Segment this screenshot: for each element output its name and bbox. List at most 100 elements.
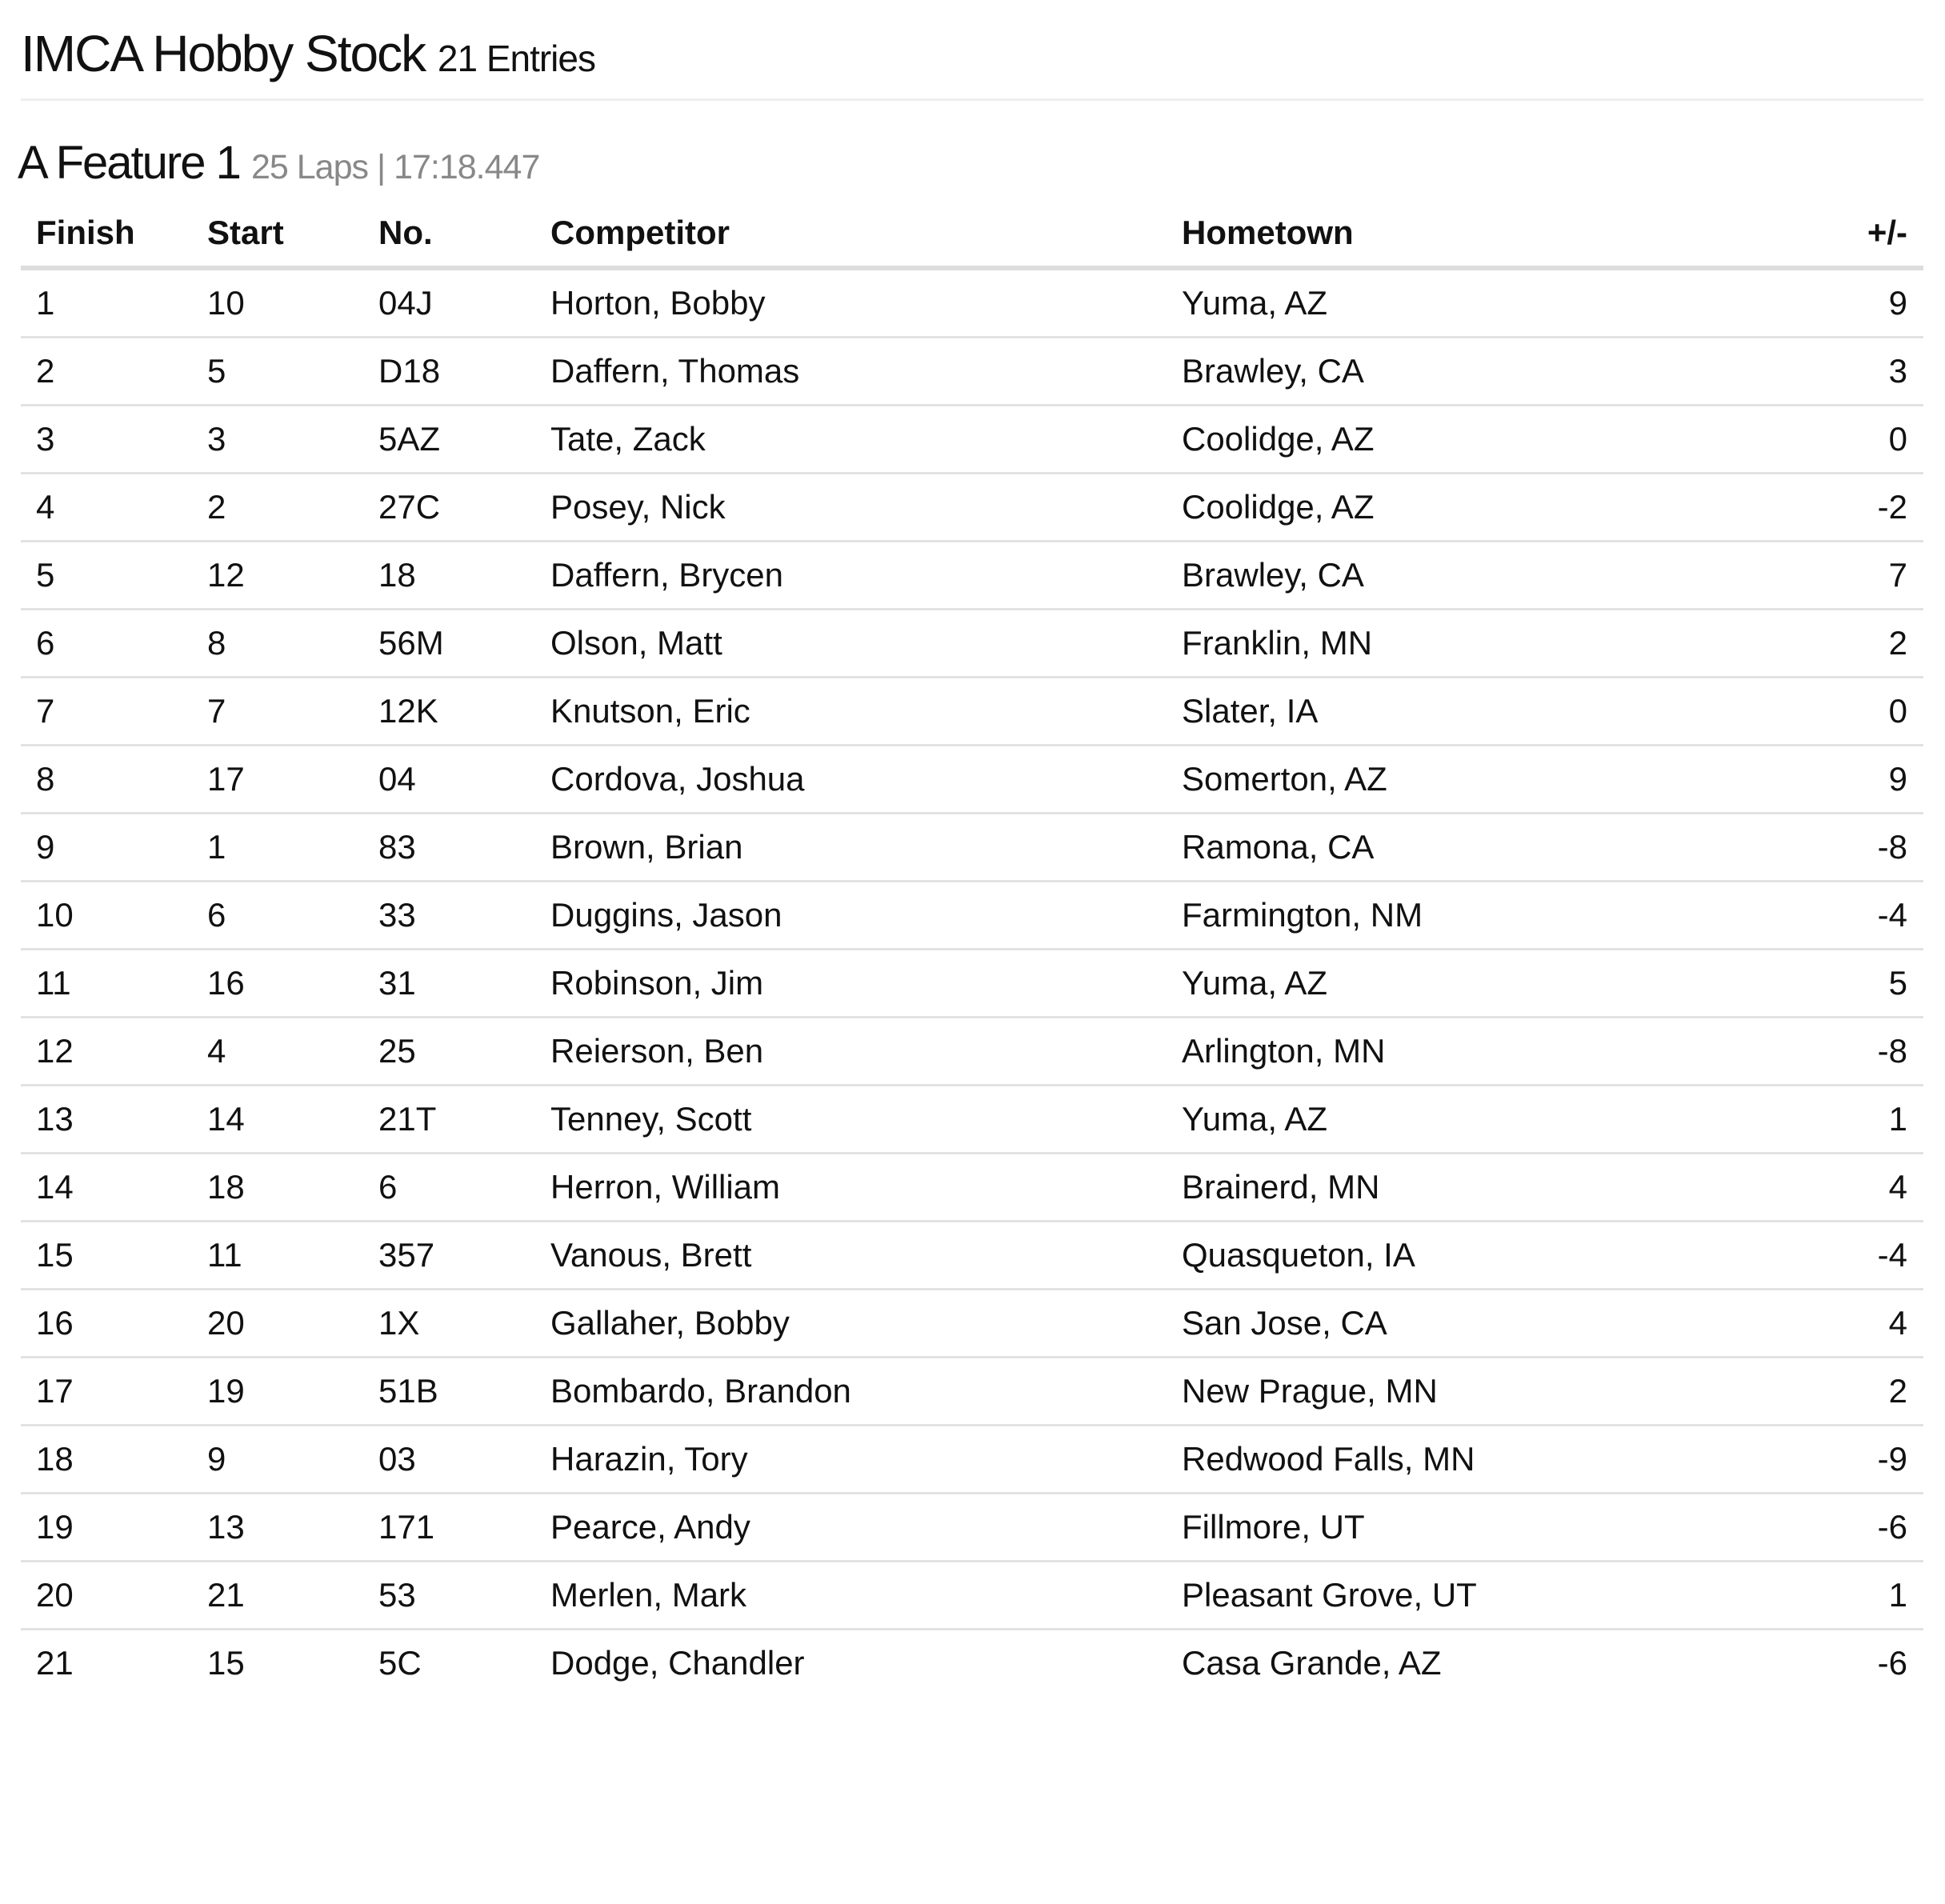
- cell-number: 12K: [363, 677, 535, 746]
- cell-competitor: Pearce, Andy: [535, 1493, 1167, 1562]
- cell-start: 11: [192, 1221, 363, 1290]
- cell-finish: 17: [21, 1357, 192, 1426]
- cell-start: 21: [192, 1561, 363, 1630]
- cell-competitor: Olson, Matt: [535, 609, 1167, 678]
- cell-competitor: Vanous, Brett: [535, 1221, 1167, 1290]
- cell-plus-minus: 1: [1782, 1561, 1923, 1630]
- cell-competitor: Knutson, Eric: [535, 677, 1167, 746]
- cell-start: 18: [192, 1153, 363, 1222]
- cell-start: 16: [192, 949, 363, 1018]
- cell-competitor: Brown, Brian: [535, 813, 1167, 882]
- cell-start: 6: [192, 881, 363, 950]
- cell-number: 04: [363, 745, 535, 814]
- cell-number: 53: [363, 1561, 535, 1630]
- table-row: 11 16 31 Robinson, Jim Yuma, AZ 5: [21, 949, 1923, 1018]
- cell-start: 3: [192, 405, 363, 474]
- cell-start: 1: [192, 813, 363, 882]
- cell-hometown: Quasqueton, IA: [1167, 1221, 1783, 1290]
- cell-plus-minus: -6: [1782, 1493, 1923, 1562]
- cell-finish: 6: [21, 609, 192, 678]
- cell-number: 51B: [363, 1357, 535, 1426]
- table-row: 9 1 83 Brown, Brian Ramona, CA -8: [21, 813, 1923, 882]
- cell-start: 2: [192, 473, 363, 542]
- cell-finish: 19: [21, 1493, 192, 1562]
- entries-count: 21 Entries: [437, 38, 596, 79]
- column-header-competitor: Competitor: [535, 200, 1167, 270]
- cell-finish: 12: [21, 1017, 192, 1086]
- cell-hometown: Coolidge, AZ: [1167, 405, 1783, 474]
- cell-competitor: Duggins, Jason: [535, 881, 1167, 950]
- cell-plus-minus: 5: [1782, 949, 1923, 1018]
- cell-start: 9: [192, 1425, 363, 1494]
- cell-number: 21T: [363, 1085, 535, 1154]
- cell-competitor: Merlen, Mark: [535, 1561, 1167, 1630]
- cell-finish: 11: [21, 949, 192, 1018]
- cell-number: 5AZ: [363, 405, 535, 474]
- cell-competitor: Posey, Nick: [535, 473, 1167, 542]
- table-row: 10 6 33 Duggins, Jason Farmington, NM -4: [21, 881, 1923, 950]
- cell-number: 31: [363, 949, 535, 1018]
- cell-finish: 20: [21, 1561, 192, 1630]
- cell-finish: 1: [21, 268, 192, 338]
- cell-competitor: Tate, Zack: [535, 405, 1167, 474]
- cell-number: 5C: [378, 1644, 422, 1682]
- cell-hometown: Yuma, AZ: [1167, 949, 1783, 1018]
- cell-plus-minus: -4: [1782, 1221, 1923, 1290]
- cell-start: 4: [192, 1017, 363, 1086]
- cell-hometown: Casa Grande, AZ: [1182, 1644, 1442, 1682]
- cell-plus-minus: -2: [1782, 473, 1923, 542]
- cell-number: 33: [363, 881, 535, 950]
- cell-plus-minus: 4: [1782, 1153, 1923, 1222]
- cell-competitor: Tenney, Scott: [535, 1085, 1167, 1154]
- cell-competitor: Dodge, Chandler: [550, 1644, 805, 1682]
- cell-hometown: New Prague, MN: [1167, 1357, 1783, 1426]
- cell-hometown: San Jose, CA: [1167, 1289, 1783, 1358]
- results-table: Finish Start No. Competitor Hometown +/-…: [21, 200, 1923, 1696]
- column-header-number: No.: [363, 200, 535, 270]
- table-row: 19 13 171 Pearce, Andy Fillmore, UT -6: [21, 1493, 1923, 1562]
- column-header-start: Start: [192, 200, 363, 270]
- cell-finish: 21: [36, 1644, 74, 1682]
- table-row: 5 12 18 Daffern, Brycen Brawley, CA 7: [21, 541, 1923, 610]
- cell-start: 20: [192, 1289, 363, 1358]
- cell-plus-minus: 3: [1782, 337, 1923, 406]
- cell-start: 5: [192, 337, 363, 406]
- cell-number: 83: [363, 813, 535, 882]
- cell-plus-minus: -8: [1782, 1017, 1923, 1086]
- cell-competitor: Daffern, Thomas: [535, 337, 1167, 406]
- cell-finish: 10: [21, 881, 192, 950]
- cell-hometown: Brawley, CA: [1167, 337, 1783, 406]
- cell-hometown: Farmington, NM: [1167, 881, 1783, 950]
- table-row: 18 9 03 Harazin, Tory Redwood Falls, MN -9: [21, 1425, 1923, 1494]
- cell-hometown: Slater, IA: [1167, 677, 1783, 746]
- cell-finish: 3: [21, 405, 192, 474]
- cell-competitor: Horton, Bobby: [535, 268, 1167, 338]
- table-row: 15 11 357 Vanous, Brett Quasqueton, IA -4: [21, 1221, 1923, 1290]
- cell-start: 12: [192, 541, 363, 610]
- cell-hometown: Fillmore, UT: [1167, 1493, 1783, 1562]
- cell-plus-minus: 2: [1782, 609, 1923, 678]
- table-row: 20 21 53 Merlen, Mark Pleasant Grove, UT 1: [21, 1561, 1923, 1630]
- cell-hometown: Yuma, AZ: [1167, 1085, 1783, 1154]
- cell-finish: 14: [21, 1153, 192, 1222]
- cell-number: 18: [363, 541, 535, 610]
- cell-finish: 8: [21, 745, 192, 814]
- cell-hometown: Somerton, AZ: [1167, 745, 1783, 814]
- cell-number: 171: [363, 1493, 535, 1562]
- cell-hometown: Pleasant Grove, UT: [1167, 1561, 1783, 1630]
- cell-competitor: Reierson, Ben: [535, 1017, 1167, 1086]
- cell-start: 14: [192, 1085, 363, 1154]
- cell-hometown: Franklin, MN: [1167, 609, 1783, 678]
- cell-number: 03: [363, 1425, 535, 1494]
- cell-start: 19: [192, 1357, 363, 1426]
- cell-finish: 16: [21, 1289, 192, 1358]
- cell-number: 27C: [363, 473, 535, 542]
- column-header-hometown: Hometown: [1167, 200, 1783, 270]
- cell-start: 15: [207, 1644, 245, 1682]
- cell-plus-minus: -6: [1877, 1644, 1907, 1682]
- cell-number: 357: [363, 1221, 535, 1290]
- table-row: 4 2 27C Posey, Nick Coolidge, AZ -2: [21, 473, 1923, 542]
- cell-finish: 5: [21, 541, 192, 610]
- table-row: 3 3 5AZ Tate, Zack Coolidge, AZ 0: [21, 405, 1923, 474]
- cell-plus-minus: 0: [1782, 405, 1923, 474]
